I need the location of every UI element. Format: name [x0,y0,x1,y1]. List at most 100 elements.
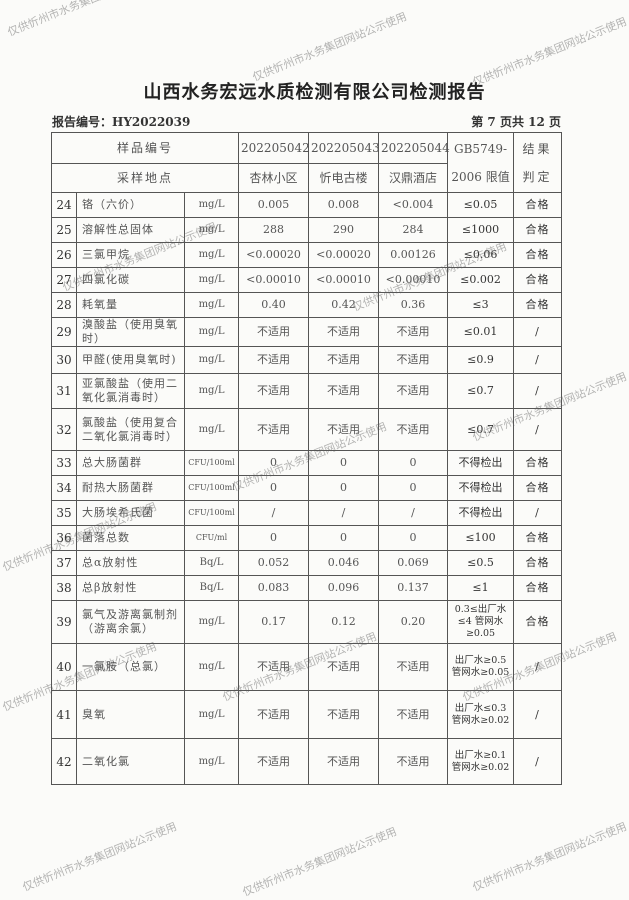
limit: 出厂水≤0.3 管网水≥0.02 [447,690,515,739]
value: 不适用 [238,643,310,691]
limit: 不得检出 [447,450,515,476]
value: <0.00010 [238,267,310,293]
table-row: 39 氯气及游离氯制剂（游离余氯） mg/L 0.17 0.12 0.20 0.3≤出厂水≤… [51,600,563,644]
value: 290 [308,217,380,243]
limit: 不得检出 [447,500,515,526]
result: / [513,643,563,691]
value: 0 [238,475,310,501]
result: 合格 [513,217,563,243]
unit: mg/L [183,292,240,318]
row-number: 25 [51,217,77,243]
result-label-1: 结果 [522,141,553,156]
table-row: 38 总β放射性 Bq/L 0.083 0.096 0.137 ≤1 合格 [51,575,563,601]
row-number: 40 [51,643,77,691]
value: 0 [238,525,310,551]
item-name: 溴酸盐（使用臭氧时） [76,317,185,347]
sample-no-label: 样品编号 [50,132,240,164]
item-name: 亚氯酸盐（使用二氧化氯消毒时） [76,373,185,409]
table-row: 37 总α放射性 Bq/L 0.052 0.046 0.069 ≤0.5 合格 [51,550,563,576]
value: 0.052 [238,550,310,576]
result: 合格 [513,292,563,318]
result-label-2: 判定 [522,169,553,184]
value: <0.00010 [308,267,380,293]
row-number: 32 [51,408,77,451]
value: 不适用 [378,643,449,691]
item-name: 四氯化碳 [76,267,185,293]
limit: ≤3 [447,292,515,318]
row-number: 39 [51,600,77,644]
unit: CFU/100ml [183,475,240,501]
report-title: 山西水务宏远水质检测有限公司检测报告 [143,82,486,103]
value: <0.00010 [378,267,449,293]
value: 不适用 [308,643,380,691]
page-info: 第 7 页共 12 页 [471,115,561,129]
item-name: 三氯甲烷 [76,242,185,268]
row-number: 34 [51,475,77,501]
value: 0.083 [238,575,310,601]
table-row: 41 臭氧 mg/L 不适用 不适用 不适用 出厂水≤0.3 管网水≥0.02/ [51,690,563,739]
limit: 0.3≤出厂水≤4 管网水≥0.05 [447,600,515,644]
sample-no: 202205042 [238,132,310,164]
result: 合格 [513,550,563,576]
value: 0 [378,525,449,551]
table-row: 29 溴酸盐（使用臭氧时） mg/L 不适用 不适用 不适用 ≤0.01/ [51,317,563,347]
unit: mg/L [183,373,240,409]
limit: 不得检出 [447,475,515,501]
value: 不适用 [238,346,310,374]
row-number: 42 [51,738,77,785]
unit: mg/L [183,267,240,293]
limit: 出厂水≥0.1 管网水≥0.02 [447,738,515,785]
unit: mg/L [183,317,240,347]
row-number: 26 [51,242,77,268]
value: 不适用 [378,317,449,347]
table-row: 25 溶解性总固体 mg/L 288 290 284 ≤1000 合格 [51,217,563,243]
value: / [378,500,449,526]
value: 0 [308,475,380,501]
results-table: 样品编号 202205042 202205043 202205044 GB574… [50,132,563,785]
limit-label-2: 2006 限值 [451,169,510,184]
value: 284 [378,217,449,243]
unit: mg/L [183,242,240,268]
limit: ≤1 [447,575,515,601]
value: <0.00020 [308,242,380,268]
unit: mg/L [183,217,240,243]
item-name: 臭氧 [76,690,185,739]
location: 杏林小区 [238,163,310,193]
row-number: 37 [51,550,77,576]
item-name: 氯酸盐（使用复合二氧化氯消毒时） [76,408,185,451]
value: <0.00020 [238,242,310,268]
unit: mg/L [183,738,240,785]
location-label: 采样地点 [50,163,240,193]
limit-header: GB5749- 2006 限值 [447,132,515,193]
row-number: 33 [51,450,77,476]
table-row: 40 一氯胺（总氯） mg/L 不适用 不适用 不适用 出厂水≥0.5 管网水≥0.05/ [51,643,563,691]
value: 不适用 [308,408,380,451]
value: 0.00126 [378,242,449,268]
table-row: 33 总大肠菌群 CFU/100ml 0 0 0 不得检出 合格 [51,450,563,476]
value: 0.005 [238,192,310,218]
unit: mg/L [183,408,240,451]
limit: ≤0.002 [447,267,515,293]
watermark: 仅供忻州市水务集团网站公示使用 [470,820,629,894]
value: 0.40 [238,292,310,318]
row-number: 41 [51,690,77,739]
value: 不适用 [238,690,310,739]
watermark: 仅供忻州市水务集团网站公示使用 [240,825,399,899]
unit: Bq/L [183,575,240,601]
value: 0.12 [308,600,380,644]
value: 不适用 [378,408,449,451]
value: 0.137 [378,575,449,601]
limit: ≤0.9 [447,346,515,374]
value: 不适用 [308,317,380,347]
row-number: 28 [51,292,77,318]
item-name: 总β放射性 [76,575,185,601]
result-header: 结果 判定 [513,132,563,193]
unit: mg/L [183,192,240,218]
value: 0.096 [308,575,380,601]
item-name: 总大肠菌群 [76,450,185,476]
value: 不适用 [308,690,380,739]
unit: Bq/L [183,550,240,576]
item-name: 铬（六价） [76,192,185,218]
unit: CFU/100ml [183,500,240,526]
item-name: 总α放射性 [76,550,185,576]
